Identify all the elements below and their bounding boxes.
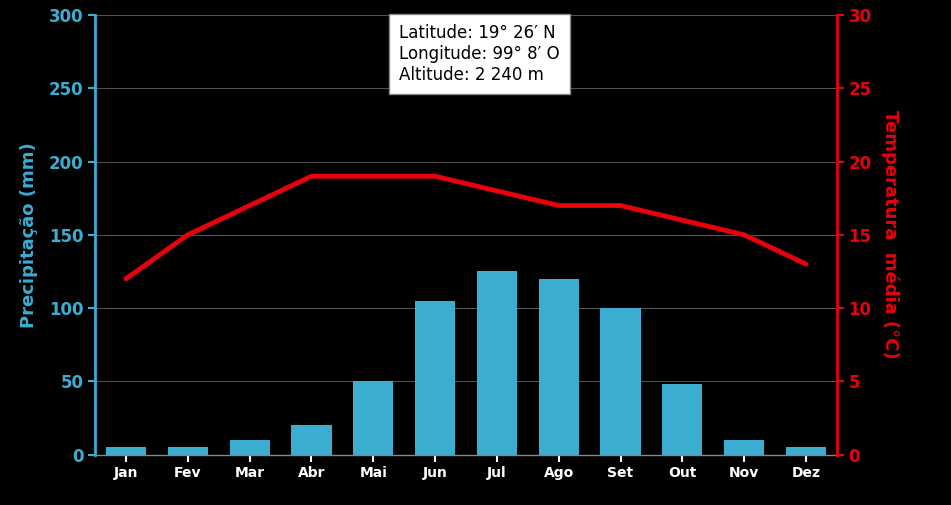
Bar [476,272,517,454]
Bar [538,279,579,454]
Bar [415,301,456,454]
Bar [167,447,208,454]
Bar [786,447,826,454]
Y-axis label: Precipitação (mm): Precipitação (mm) [20,142,37,328]
Bar [291,425,332,454]
Bar [724,440,765,455]
Bar [662,384,703,454]
Text: Latitude: 19° 26′ N
Longitude: 99° 8′ O
Altitude: 2 240 m: Latitude: 19° 26′ N Longitude: 99° 8′ O … [399,24,560,83]
Bar [600,308,641,454]
Bar [106,447,146,454]
Bar [229,440,270,455]
Y-axis label: Temperatura  média (°C): Temperatura média (°C) [881,111,900,359]
Bar [353,381,394,454]
